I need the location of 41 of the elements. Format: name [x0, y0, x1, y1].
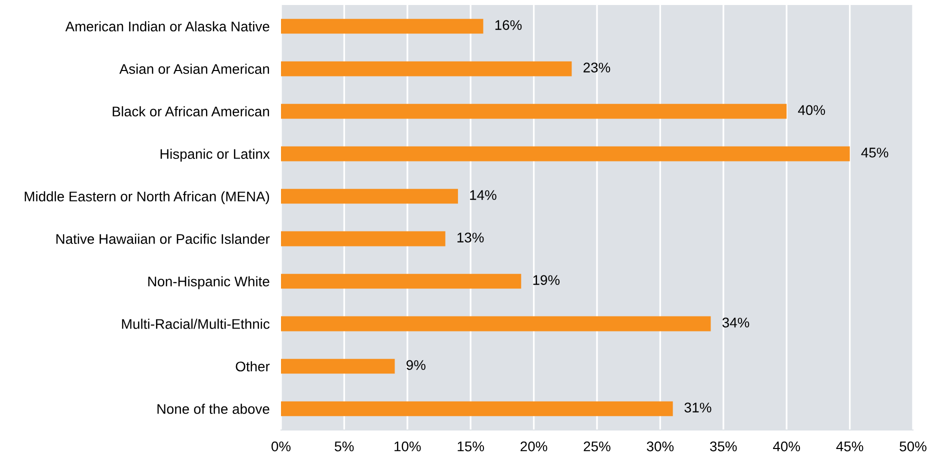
y-tick-label: Other [236, 361, 270, 372]
x-tick-label: 20% [520, 441, 548, 452]
data-label: 16% [495, 20, 522, 30]
y-tick-label: Native Hawaiian or Pacific Islander [56, 234, 270, 244]
y-tick-label: Non-Hispanic White [148, 276, 270, 290]
y-tick-label: Middle Eastern or North African (MENA) [24, 191, 270, 204]
y-tick-label: American Indian or Alaska Native [65, 21, 270, 32]
bar [281, 104, 787, 119]
x-tick-label: 0% [272, 441, 291, 452]
bar [281, 146, 850, 162]
bar [281, 358, 395, 374]
data-label: 40% [798, 105, 826, 115]
data-label: 19% [533, 275, 560, 285]
data-label: 45% [861, 148, 888, 158]
bar [281, 18, 484, 34]
data-label: 13% [457, 232, 484, 242]
bar [281, 188, 458, 204]
x-tick-label: 15% [458, 442, 484, 452]
data-label: 23% [584, 62, 610, 72]
bar [281, 401, 673, 416]
bar [281, 231, 446, 246]
y-tick-label: Black or African American [112, 106, 269, 116]
data-label: 9% [406, 360, 426, 370]
x-tick-label: 35% [710, 441, 737, 452]
x-tick-label: 40% [773, 441, 800, 452]
x-tick-label: 50% [900, 441, 926, 452]
data-label: 34% [722, 318, 750, 328]
y-tick-label: Multi-Racial/Multi-Ethnic [122, 318, 270, 329]
y-tick-label: None of the above [158, 404, 270, 414]
x-tick-label: 10% [394, 441, 421, 452]
bar [281, 274, 522, 289]
data-label: 14% [470, 190, 496, 200]
bar [281, 316, 711, 332]
bar [281, 61, 572, 76]
y-tick-label: Asian or Asian American [119, 64, 269, 74]
y-tick-label: Hispanic or Latinx [160, 148, 270, 162]
x-tick-label: 45% [836, 442, 864, 452]
x-tick-label: 25% [584, 441, 610, 452]
x-tick-label: 5% [334, 442, 354, 452]
data-label: 31% [684, 402, 712, 412]
x-tick-label: 30% [646, 441, 674, 452]
